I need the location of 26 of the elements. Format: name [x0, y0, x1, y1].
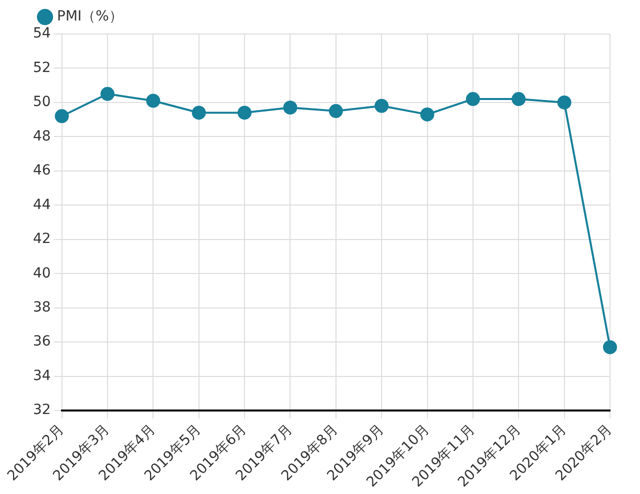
- y-tick-label: 32: [32, 402, 51, 418]
- y-tick-label: 36: [32, 334, 51, 350]
- point: [512, 92, 526, 106]
- legend-label: PMI（%）: [57, 8, 123, 25]
- y-tick-label: 54: [32, 26, 51, 42]
- y-tick-label: 48: [32, 128, 51, 144]
- y-tick-label: 50: [32, 94, 51, 110]
- point: [283, 100, 298, 115]
- point: [238, 106, 252, 120]
- y-tick-label: 44: [32, 196, 51, 213]
- point: [603, 340, 617, 354]
- y-tick-label: 34: [32, 368, 51, 384]
- y-tick-label: 40: [32, 265, 51, 282]
- point: [420, 107, 434, 122]
- point: [466, 92, 480, 106]
- y-tick-label: 38: [32, 299, 51, 316]
- y-tick-label: 42: [32, 231, 51, 248]
- point: [54, 109, 69, 124]
- point: [557, 95, 572, 110]
- point: [100, 86, 114, 101]
- point: [374, 98, 389, 113]
- y-tick-label: 52: [32, 60, 51, 76]
- point: [146, 94, 160, 108]
- point: [328, 104, 343, 118]
- y-tick-label: 46: [32, 162, 51, 179]
- point: [192, 106, 206, 120]
